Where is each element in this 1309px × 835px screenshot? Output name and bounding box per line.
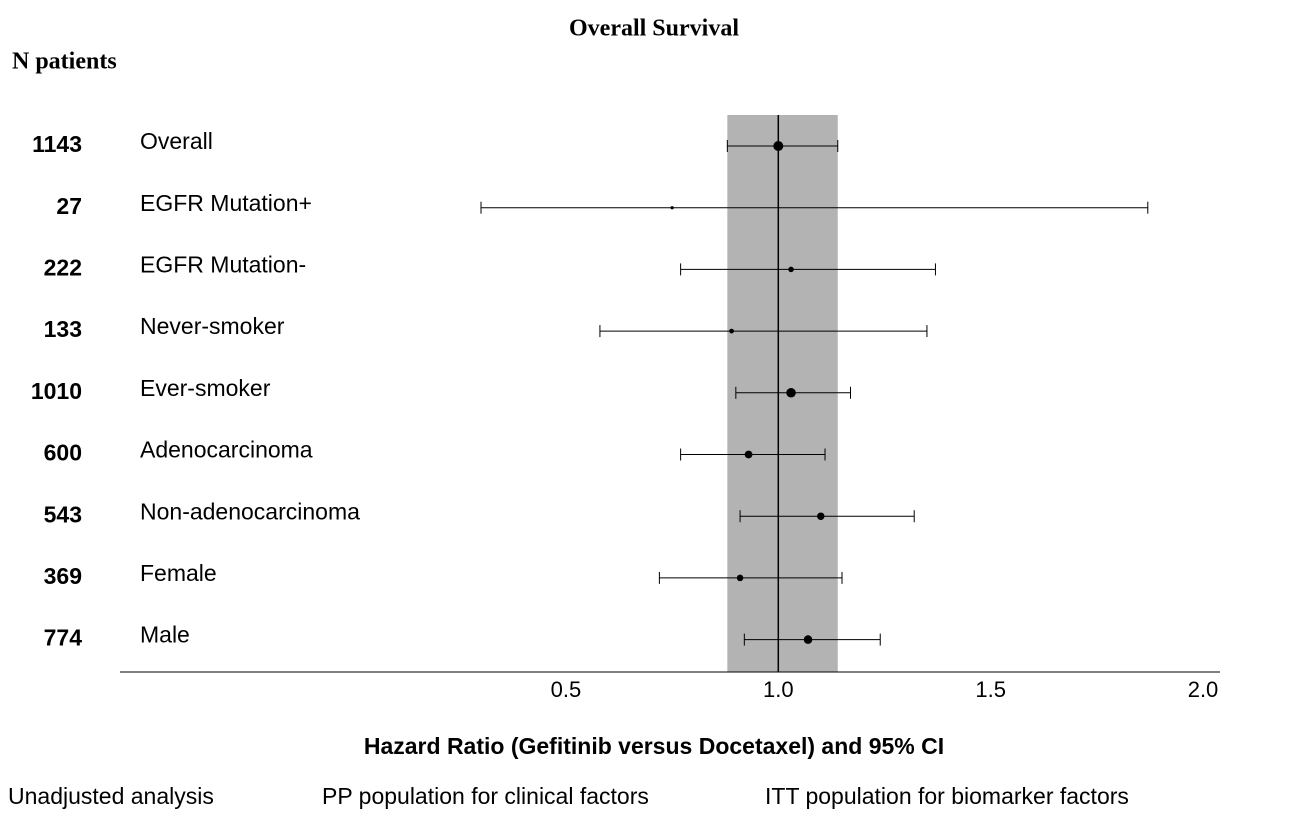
hazard-ratio-point (736, 574, 744, 582)
chart-title: Overall Survival (569, 16, 739, 42)
hazard-ratio-point (744, 450, 753, 459)
x-tick-label: 1.0 (763, 677, 794, 702)
footnote: PP population for clinical factors (322, 783, 649, 809)
hazard-ratio-point (817, 512, 825, 520)
hazard-ratio-point (788, 266, 794, 273)
x-tick-label: 2.0 (1188, 677, 1219, 702)
row-label: Never-smoker (140, 313, 285, 339)
column-header: N patients (12, 49, 117, 75)
row-label: Ever-smoker (140, 375, 271, 401)
x-tick-label: 0.5 (551, 677, 582, 702)
footnote: Unadjusted analysis (8, 783, 214, 809)
hazard-ratio-point (729, 328, 734, 334)
n-patients: 774 (44, 625, 83, 651)
n-patients: 27 (56, 193, 82, 219)
n-patients: 369 (44, 563, 82, 589)
x-tick-label: 1.5 (975, 677, 1006, 702)
n-patients: 222 (44, 254, 82, 280)
row-label: Male (140, 622, 190, 648)
row-label: EGFR Mutation+ (140, 190, 312, 216)
row-label: Female (140, 560, 217, 586)
hazard-ratio-point (786, 388, 796, 398)
hazard-ratio-point (803, 635, 813, 644)
row-label: Non-adenocarcinoma (140, 498, 360, 524)
n-patients: 543 (44, 501, 82, 527)
n-patients: 1010 (31, 378, 82, 404)
footnote: ITT population for biomarker factors (765, 783, 1129, 809)
n-patients: 133 (44, 316, 82, 342)
row-label: Adenocarcinoma (140, 437, 313, 463)
hazard-ratio-point (773, 141, 784, 151)
x-axis-label: Hazard Ratio (Gefitinib versus Docetaxel… (364, 733, 944, 759)
row-label: Overall (140, 128, 213, 154)
n-patients: 1143 (32, 131, 82, 157)
hazard-ratio-point (670, 206, 674, 210)
reference-band (727, 115, 838, 672)
n-patients: 600 (44, 440, 82, 466)
row-label: EGFR Mutation- (140, 251, 306, 277)
